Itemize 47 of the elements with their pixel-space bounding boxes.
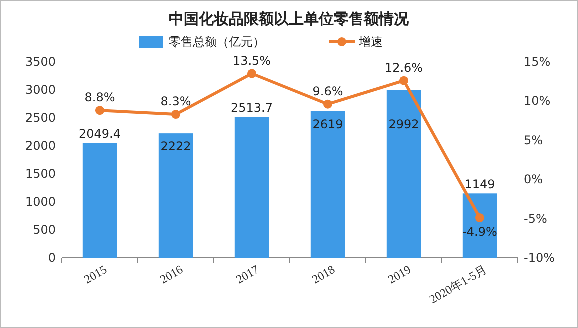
y-tick-label: 500 xyxy=(33,223,56,237)
x-tick-label: 2019 xyxy=(386,262,414,287)
point xyxy=(324,100,332,109)
bar xyxy=(82,143,118,258)
point xyxy=(248,69,256,78)
bar xyxy=(310,111,346,258)
x-tick-label: 2015 xyxy=(82,262,110,287)
data-label: 2619 xyxy=(312,117,344,132)
y2-tick-label: 5% xyxy=(524,133,544,148)
point xyxy=(96,106,104,116)
data-label: 2049.4 xyxy=(79,127,121,142)
y2-tick-label: 10% xyxy=(524,94,551,108)
bar xyxy=(462,194,498,258)
bar xyxy=(386,90,422,258)
data-label: 8.8% xyxy=(84,90,116,105)
point xyxy=(400,76,408,86)
y-tick-label: 1000 xyxy=(25,195,56,209)
y-tick-label: 2500 xyxy=(25,111,56,125)
point xyxy=(172,110,180,120)
point xyxy=(476,214,484,223)
x-tick-label: 2020年1-5月 xyxy=(427,262,490,307)
y2-tick-label: 15% xyxy=(524,55,551,69)
data-label: 13.5% xyxy=(232,54,272,68)
y2-tick-label: -5% xyxy=(524,212,548,226)
chart-title: 中国化妆品限额以上单位零售额情况 xyxy=(169,10,410,28)
x-tick-label: 2017 xyxy=(234,262,262,287)
data-label: 2992 xyxy=(388,117,420,132)
x-tick-label: 2018 xyxy=(310,262,338,287)
bar xyxy=(158,134,194,258)
y-tick-label: 0 xyxy=(48,251,56,265)
bar xyxy=(234,117,270,258)
data-label: 8.3% xyxy=(160,94,192,109)
data-label: 2222 xyxy=(160,140,192,154)
y2-tick-label: 0% xyxy=(524,172,544,187)
y-tick-label: 2000 xyxy=(25,139,56,153)
x-tick-label: 2016 xyxy=(158,262,186,287)
data-label: 2513.7 xyxy=(231,101,273,116)
legend-label: 增速 xyxy=(358,35,383,49)
y-tick-label: 1500 xyxy=(25,167,56,181)
y-tick-label: 3500 xyxy=(25,55,56,69)
data-label: -4.9% xyxy=(462,225,498,240)
y2-tick-label: -10% xyxy=(524,251,556,265)
y-tick-label: 3000 xyxy=(25,83,56,97)
data-label: 12.6% xyxy=(384,60,424,75)
legend-label: 零售总额（亿元） xyxy=(169,35,265,49)
data-label: 1149 xyxy=(464,178,496,192)
data-label: 9.6% xyxy=(312,84,344,98)
